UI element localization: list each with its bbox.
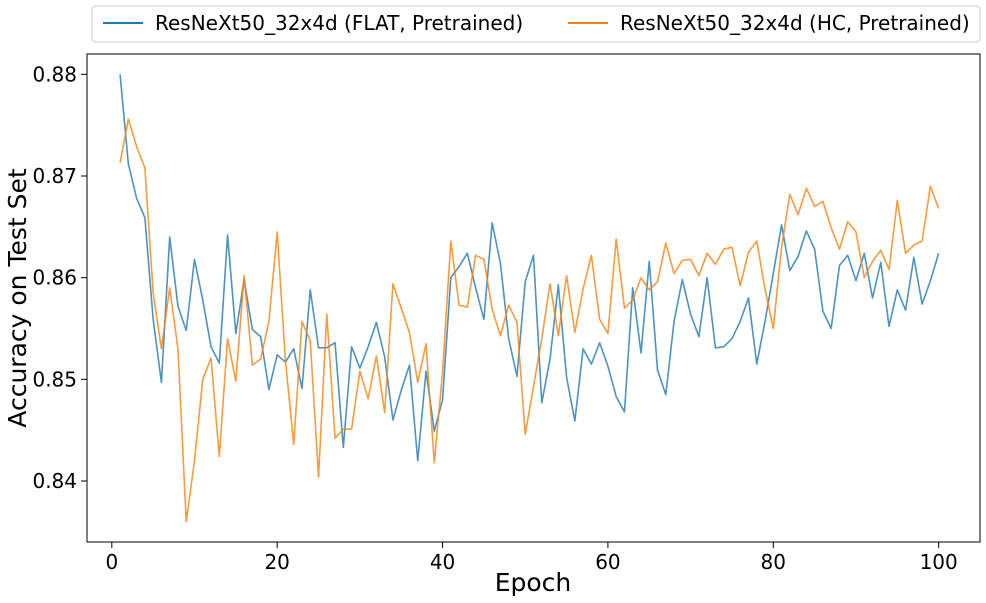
y-axis-ticks: 0.84 0.85 0.86 0.87 0.88 bbox=[32, 62, 87, 493]
y-tick-label: 0.85 bbox=[32, 367, 77, 391]
legend-box bbox=[91, 5, 981, 43]
legend-label-hc: ResNeXt50_32x4d (HC, Pretrained) bbox=[620, 11, 970, 35]
series-layer bbox=[119, 74, 940, 523]
legend: ResNeXt50_32x4d (FLAT, Pretrained) ResNe… bbox=[91, 5, 981, 43]
x-tick-label: 100 bbox=[920, 550, 958, 574]
series-line-flat bbox=[119, 74, 940, 462]
x-tick-label: 40 bbox=[430, 550, 455, 574]
y-tick-label: 0.88 bbox=[32, 62, 77, 86]
x-tick-label: 0 bbox=[105, 550, 118, 574]
x-tick-label: 80 bbox=[761, 550, 786, 574]
plot-frame bbox=[86, 53, 981, 543]
x-tick-label: 60 bbox=[595, 550, 620, 574]
y-tick-label: 0.84 bbox=[32, 469, 77, 493]
x-axis-ticks: 0 20 40 60 80 100 bbox=[105, 542, 958, 574]
x-tick-label: 20 bbox=[264, 550, 289, 574]
x-axis-title: Epoch bbox=[495, 568, 572, 597]
legend-label-flat: ResNeXt50_32x4d (FLAT, Pretrained) bbox=[155, 11, 523, 35]
y-axis-title: Accuracy on Test Set bbox=[3, 168, 32, 428]
series-line-hc bbox=[119, 118, 940, 523]
y-tick-label: 0.86 bbox=[32, 266, 77, 290]
y-tick-label: 0.87 bbox=[32, 164, 77, 188]
